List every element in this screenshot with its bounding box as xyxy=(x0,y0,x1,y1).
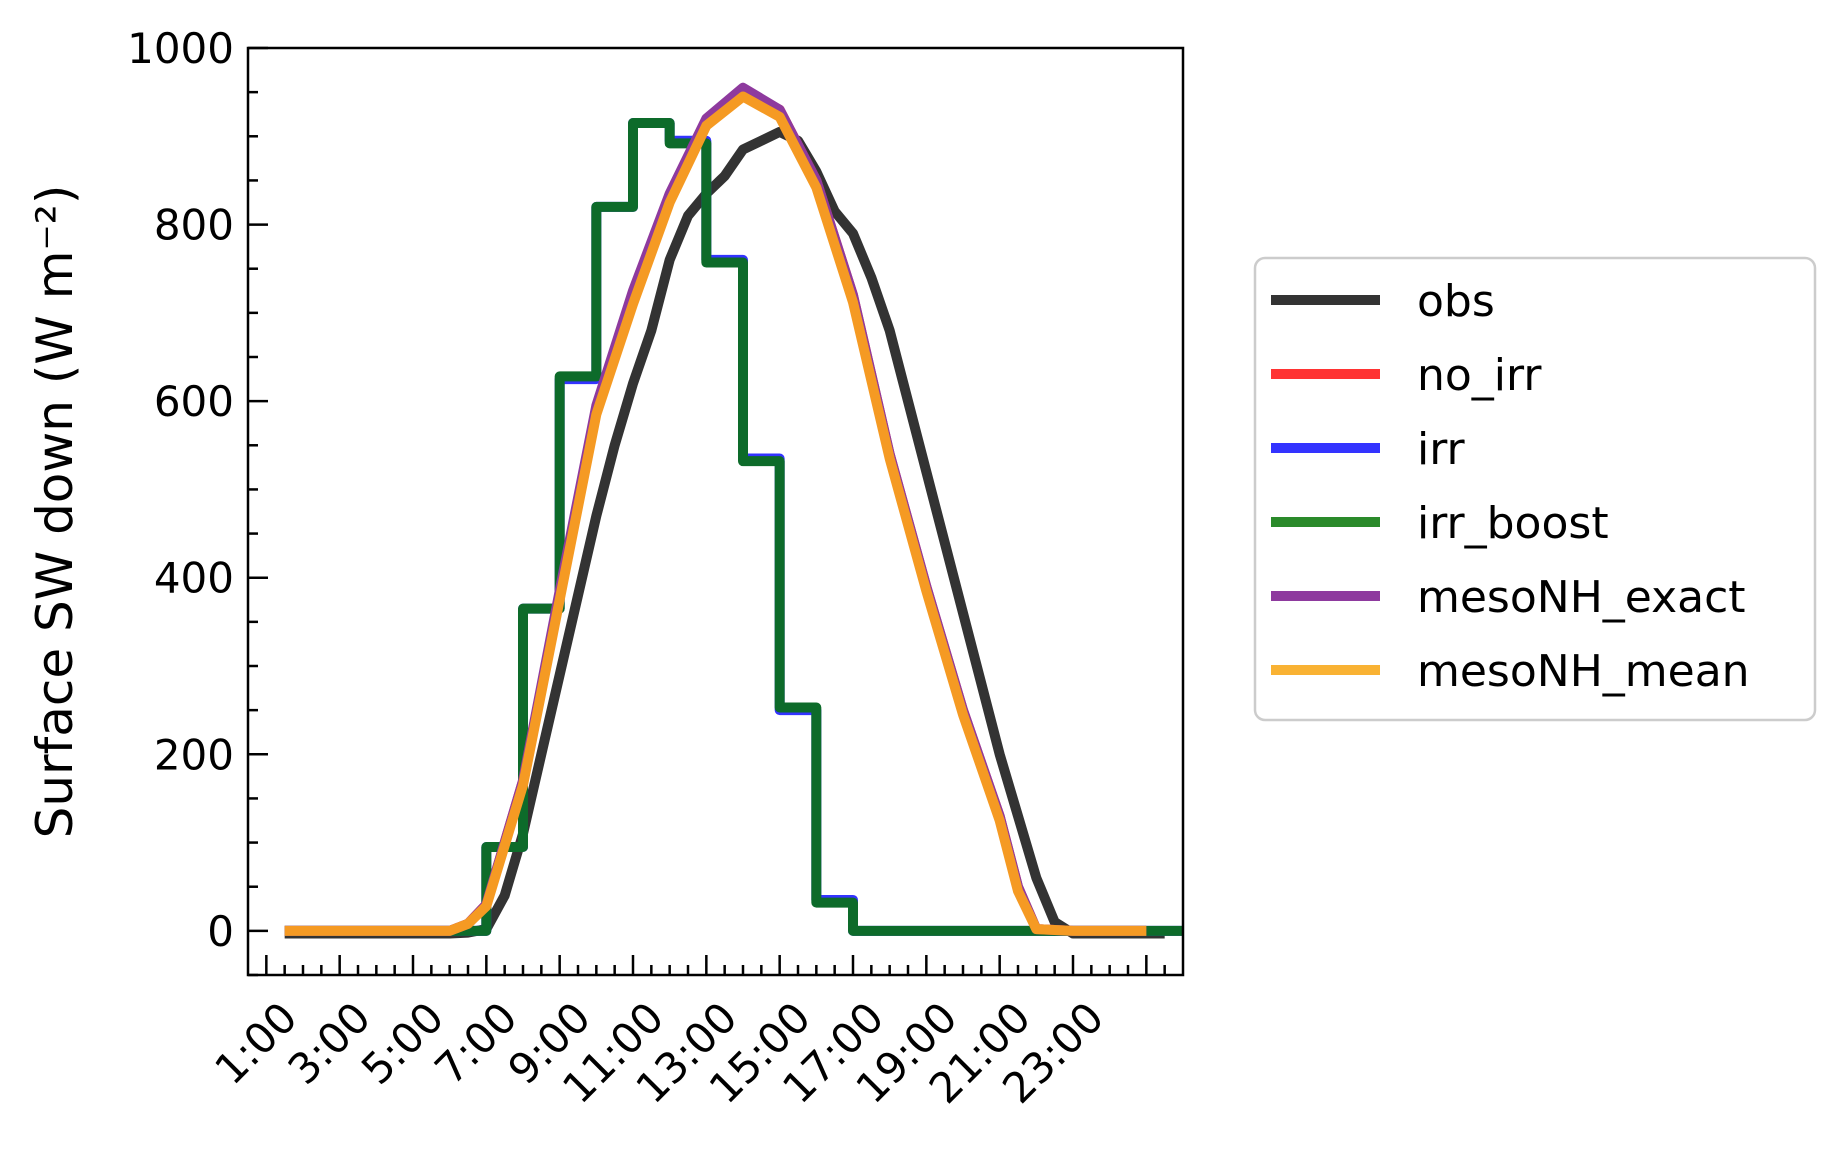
series-line-mesoNH-mean xyxy=(284,91,1147,936)
y-tick-label: 0 xyxy=(207,907,234,956)
y-tick-label: 200 xyxy=(154,730,234,779)
legend-label-obs: obs xyxy=(1417,276,1495,327)
y-tick-label: 800 xyxy=(154,201,234,250)
legend-label-mesoNH-exact: mesoNH_exact xyxy=(1417,572,1746,623)
y-axis-label: Surface SW down (W m⁻²) xyxy=(26,185,84,839)
legend-box xyxy=(1253,256,1817,722)
y-axis: 0 200 400 600 800 1000 xyxy=(127,24,268,977)
legend-label-mesoNH-mean: mesoNH_mean xyxy=(1417,646,1750,697)
legend-label-irr-boost: irr_boost xyxy=(1417,498,1609,549)
legend-label-no-irr: no_irr xyxy=(1417,350,1542,401)
series-group xyxy=(284,82,1183,939)
y-tick-label: 400 xyxy=(154,554,234,603)
series-line-irr-boost xyxy=(284,118,1183,936)
y-tick-label: 600 xyxy=(154,377,234,426)
y-tick-label: 1000 xyxy=(127,24,234,73)
legend-label-irr: irr xyxy=(1417,424,1466,475)
plot-frame xyxy=(246,46,1185,977)
